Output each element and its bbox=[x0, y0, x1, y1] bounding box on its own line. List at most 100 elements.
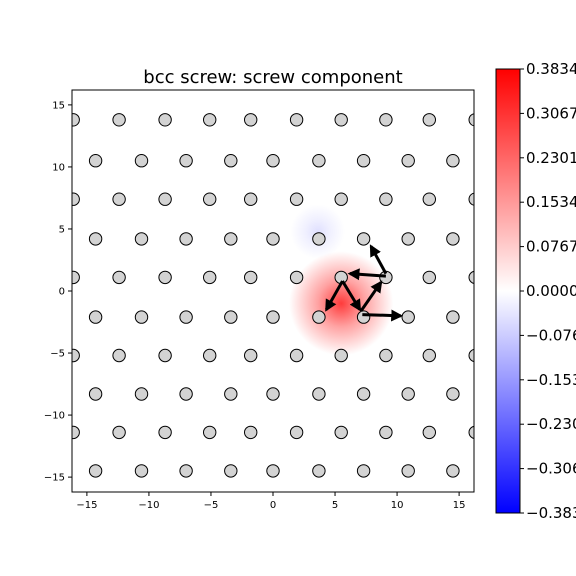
colorbar-tick-label: −0.3067 bbox=[526, 460, 576, 478]
displacement-arrow bbox=[341, 280, 362, 312]
atom bbox=[334, 425, 348, 440]
x-tick-label: −10 bbox=[138, 500, 159, 511]
displacement-arrow bbox=[359, 280, 383, 312]
atom bbox=[244, 425, 258, 440]
atom bbox=[112, 348, 126, 363]
atom bbox=[289, 192, 304, 206]
atom bbox=[422, 113, 436, 127]
atom bbox=[401, 464, 415, 478]
atom bbox=[112, 192, 126, 206]
displacement-arrow bbox=[347, 268, 387, 281]
atom bbox=[266, 310, 280, 324]
atom bbox=[224, 232, 238, 246]
x-tick-label: −15 bbox=[76, 500, 97, 511]
atom bbox=[72, 192, 80, 206]
colorbar-tick-label: 0.3834 bbox=[526, 60, 576, 78]
atom bbox=[244, 113, 258, 127]
atom bbox=[401, 310, 415, 324]
atom bbox=[468, 348, 474, 363]
atom bbox=[72, 270, 80, 285]
colorbar-tick-label: −0.2301 bbox=[526, 415, 576, 433]
atom bbox=[401, 232, 415, 246]
atom bbox=[312, 464, 326, 478]
atom bbox=[334, 192, 348, 206]
atom bbox=[134, 154, 149, 168]
atom bbox=[72, 425, 80, 440]
atom bbox=[224, 387, 238, 401]
colorbar-ticks: 0.3834 0.3067 0.2301 0.1534 0.0767 0.0000 −0.0… bbox=[520, 60, 576, 522]
atom bbox=[266, 154, 280, 168]
atom bbox=[289, 270, 304, 285]
atom bbox=[224, 154, 238, 168]
atom bbox=[266, 387, 280, 401]
atom bbox=[224, 464, 238, 478]
atom bbox=[266, 464, 280, 478]
atom bbox=[134, 232, 149, 246]
y-tick-label: −5 bbox=[50, 349, 65, 360]
atom bbox=[203, 270, 217, 285]
atom bbox=[422, 425, 436, 440]
atom bbox=[379, 425, 393, 440]
atom bbox=[289, 113, 304, 127]
atom bbox=[312, 232, 326, 246]
displacement-arrow bbox=[325, 280, 344, 312]
colorbar-tick-label: 0.1534 bbox=[526, 193, 576, 211]
atom bbox=[379, 192, 393, 206]
x-tick-label: 0 bbox=[270, 500, 276, 511]
atom bbox=[203, 425, 217, 440]
atom bbox=[203, 192, 217, 206]
atom bbox=[72, 348, 80, 363]
atom bbox=[224, 310, 238, 324]
atom bbox=[446, 464, 460, 478]
displacement-arrow bbox=[362, 309, 404, 322]
atom bbox=[334, 113, 348, 127]
atom bbox=[312, 387, 326, 401]
atom bbox=[379, 348, 393, 363]
atom bbox=[312, 154, 326, 168]
atom bbox=[289, 348, 304, 363]
atom bbox=[112, 113, 126, 127]
atom bbox=[446, 232, 460, 246]
atom bbox=[88, 232, 103, 246]
colorbar-tick-label: 0.0767 bbox=[526, 238, 576, 256]
colorbar-tick-label: −0.1534 bbox=[526, 371, 576, 389]
atom bbox=[134, 464, 149, 478]
atom bbox=[356, 232, 371, 246]
y-tick-label: 10 bbox=[52, 162, 65, 173]
x-tick-label: 15 bbox=[453, 500, 466, 511]
colorbar-tick-label: 0.0000 bbox=[526, 282, 576, 300]
colorbar bbox=[495, 68, 521, 514]
atom bbox=[179, 154, 193, 168]
y-tick-label: 5 bbox=[59, 224, 65, 235]
atom bbox=[422, 348, 436, 363]
atom bbox=[179, 387, 193, 401]
atom bbox=[158, 270, 172, 285]
atom bbox=[203, 113, 217, 127]
atom bbox=[356, 387, 371, 401]
atom bbox=[468, 192, 474, 206]
field-layer bbox=[289, 204, 394, 356]
atom bbox=[179, 232, 193, 246]
atom bbox=[244, 270, 258, 285]
atom bbox=[72, 113, 80, 127]
atom bbox=[88, 154, 103, 168]
atom bbox=[158, 192, 172, 206]
atom bbox=[112, 270, 126, 285]
field-blob bbox=[289, 251, 394, 356]
atom bbox=[468, 113, 474, 127]
atom bbox=[401, 154, 415, 168]
atom bbox=[158, 113, 172, 127]
y-tick-label: 15 bbox=[52, 100, 65, 111]
atom bbox=[446, 387, 460, 401]
atom bbox=[422, 192, 436, 206]
y-tick-label: −10 bbox=[44, 411, 65, 422]
displacement-arrow bbox=[369, 244, 388, 275]
atom bbox=[468, 425, 474, 439]
atom bbox=[134, 310, 149, 324]
atom bbox=[134, 387, 149, 401]
atom bbox=[446, 310, 460, 324]
atom bbox=[422, 270, 436, 285]
y-tick-label: −15 bbox=[44, 473, 65, 484]
x-axis: −15 −10 −5 0 5 10 15 bbox=[76, 492, 465, 511]
